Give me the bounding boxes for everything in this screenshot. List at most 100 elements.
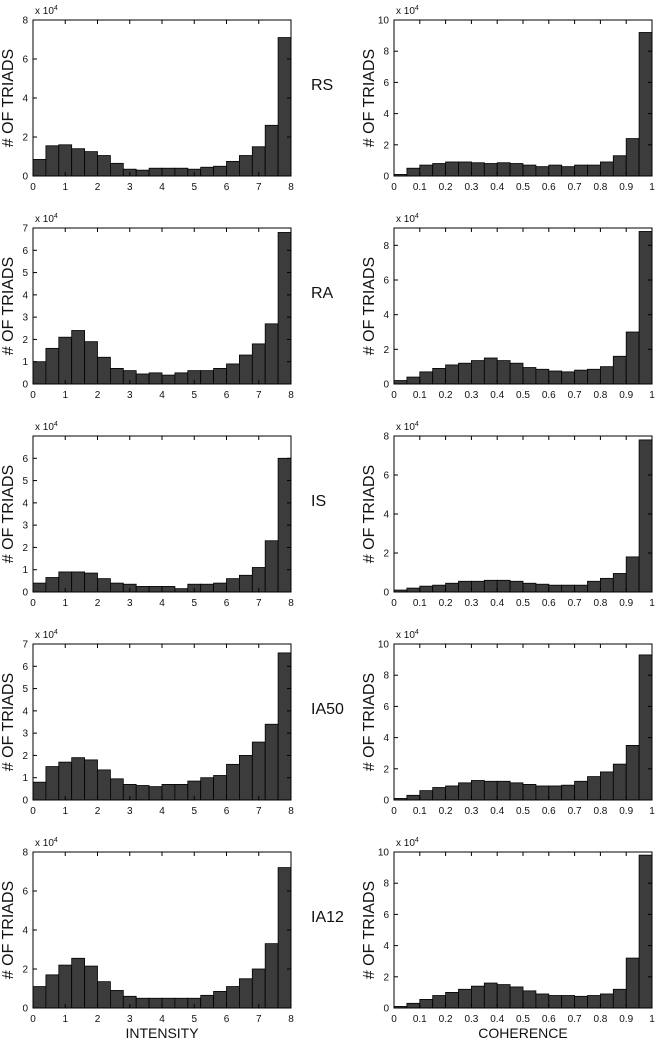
bar bbox=[161, 784, 176, 801]
x-tick-label: 0.5 bbox=[516, 598, 530, 609]
y-axis-label: # OF TRIADS bbox=[361, 673, 378, 771]
bar bbox=[406, 376, 421, 385]
x-tick-label: 3 bbox=[127, 182, 133, 193]
bar bbox=[45, 766, 60, 801]
y-axis-label: # OF TRIADS bbox=[361, 49, 378, 147]
x-tick-label: 3 bbox=[127, 806, 133, 817]
bar bbox=[200, 994, 214, 1009]
y-tick-label: 2 bbox=[22, 543, 28, 554]
x-tick-label: 0.5 bbox=[516, 806, 530, 817]
bar bbox=[213, 582, 227, 593]
y-tick-label: 0 bbox=[383, 796, 389, 807]
x-tick-label: 0.1 bbox=[413, 806, 427, 817]
bar bbox=[213, 165, 227, 177]
bar bbox=[419, 164, 434, 177]
bar bbox=[509, 986, 524, 1009]
bar bbox=[496, 162, 511, 177]
y-tick-label: 0 bbox=[383, 380, 389, 391]
y-axis-label: # OF TRIADS bbox=[0, 881, 17, 979]
x-tick-label: 0.9 bbox=[619, 598, 633, 609]
y-tick-label: 6 bbox=[383, 471, 389, 482]
y-multiplier: x 104 bbox=[396, 837, 419, 849]
x-tick-label: 0.7 bbox=[568, 598, 582, 609]
x-tick-label: 0.9 bbox=[619, 390, 633, 401]
bar bbox=[574, 584, 588, 593]
bar bbox=[445, 785, 459, 801]
y-tick-label: 4 bbox=[383, 109, 389, 120]
bar bbox=[445, 582, 459, 593]
bar bbox=[264, 540, 279, 593]
bar bbox=[110, 582, 124, 593]
panel-RA-coherence: 0 0.1 0.2 0.3 0.4 0.5 0.6 0.7 0.8 0.9 1 0 2 4 6 8 x 104 #… bbox=[361, 213, 655, 401]
x-tick-label: 0 bbox=[391, 1014, 397, 1025]
bar bbox=[45, 347, 60, 385]
y-tick-label: 4 bbox=[383, 733, 389, 744]
bar bbox=[174, 167, 189, 177]
bar bbox=[200, 370, 214, 385]
x-tick-label: 0.7 bbox=[568, 182, 582, 193]
bar bbox=[638, 231, 653, 385]
x-tick-label: 5 bbox=[191, 806, 197, 817]
bar bbox=[561, 584, 576, 593]
bar bbox=[432, 163, 447, 177]
bar bbox=[84, 759, 98, 801]
x-tick-label: 0.3 bbox=[464, 598, 478, 609]
x-tick-label: 4 bbox=[159, 182, 165, 193]
bar bbox=[161, 586, 176, 593]
bar bbox=[496, 984, 511, 1009]
bar bbox=[32, 361, 47, 385]
bar bbox=[71, 330, 85, 385]
y-axis-label: # OF TRIADS bbox=[0, 465, 17, 563]
bar bbox=[470, 780, 485, 801]
bar bbox=[148, 786, 163, 801]
y-tick-label: 5 bbox=[22, 684, 28, 695]
bar bbox=[200, 777, 214, 801]
y-tick-label: 3 bbox=[22, 521, 28, 532]
x-tick-label: 8 bbox=[288, 598, 294, 609]
y-axis-label: # OF TRIADS bbox=[0, 673, 17, 771]
x-tick-label: 0.9 bbox=[619, 1014, 633, 1025]
y-tick-label: 6 bbox=[22, 55, 28, 66]
x-tick-label: 0.7 bbox=[568, 806, 582, 817]
y-tick-label: 0 bbox=[22, 588, 28, 599]
bar bbox=[587, 580, 601, 593]
row-label: IA12 bbox=[311, 909, 344, 926]
bar bbox=[58, 761, 73, 801]
x-tick-label: 1 bbox=[649, 390, 655, 401]
bar bbox=[470, 162, 485, 177]
y-tick-label: 0 bbox=[22, 172, 28, 183]
y-axis-label: # OF TRIADS bbox=[361, 465, 378, 563]
x-tick-label: 6 bbox=[224, 806, 230, 817]
bar bbox=[458, 988, 472, 1009]
bar bbox=[625, 556, 640, 593]
bar bbox=[483, 163, 498, 177]
bar bbox=[238, 755, 253, 801]
bar bbox=[174, 372, 189, 385]
y-tick-label: 4 bbox=[383, 941, 389, 952]
bar bbox=[509, 362, 524, 385]
panel-IS-coherence: 0 0.1 0.2 0.3 0.4 0.5 0.6 0.7 0.8 0.9 1 0 2 4 6 8 x 104 #… bbox=[361, 421, 655, 609]
x-tick-label: 4 bbox=[159, 598, 165, 609]
x-tick-label: 8 bbox=[288, 1014, 294, 1025]
bar bbox=[264, 723, 279, 801]
bar bbox=[432, 995, 447, 1009]
bar bbox=[406, 587, 421, 593]
x-tick-label: 0 bbox=[30, 182, 36, 193]
bar bbox=[419, 790, 434, 801]
x-tick-label: 0.6 bbox=[542, 182, 556, 193]
x-tick-label: 0.2 bbox=[439, 390, 453, 401]
y-multiplier: x 104 bbox=[396, 213, 419, 225]
bar bbox=[548, 995, 563, 1009]
y-multiplier: x 104 bbox=[35, 5, 58, 17]
bar bbox=[470, 985, 485, 1009]
bar bbox=[277, 37, 292, 177]
y-multiplier: x 104 bbox=[35, 837, 58, 849]
bar bbox=[135, 997, 150, 1009]
bar bbox=[264, 943, 279, 1009]
y-multiplier: x 104 bbox=[35, 421, 58, 433]
bar bbox=[84, 572, 98, 593]
x-tick-label: 6 bbox=[224, 598, 230, 609]
y-multiplier: x 104 bbox=[35, 213, 58, 225]
bar bbox=[148, 167, 163, 177]
